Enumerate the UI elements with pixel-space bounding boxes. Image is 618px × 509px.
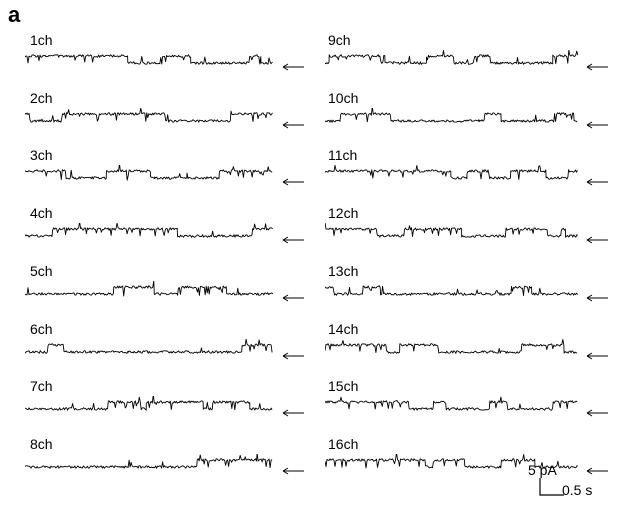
- current-trace: [25, 338, 273, 354]
- current-trace: [325, 338, 578, 354]
- left-arrow-icon: [282, 409, 304, 417]
- panel-letter: a: [8, 2, 21, 27]
- current-trace: [25, 223, 273, 238]
- left-arrow-icon: [282, 63, 304, 71]
- channel-label: 5ch: [30, 262, 53, 279]
- current-trace: [25, 280, 274, 297]
- left-arrow-icon: [586, 409, 608, 417]
- channel-label: 4ch: [30, 205, 53, 222]
- channel-label: 10ch: [328, 89, 359, 106]
- channel-label: 8ch: [30, 435, 53, 452]
- left-arrow-icon: [586, 294, 608, 302]
- channel-label: 9ch: [328, 32, 351, 48]
- left-arrow-icon: [282, 236, 304, 244]
- channel-label: 14ch: [328, 320, 359, 337]
- scale-bar-current-label: 5 pA: [528, 462, 557, 478]
- left-arrow-icon: [586, 352, 608, 359]
- channel-label: 3ch: [30, 147, 53, 164]
- channel-label: 7ch: [30, 378, 53, 395]
- current-trace: [25, 107, 273, 123]
- current-trace: [25, 396, 273, 411]
- current-trace: [325, 285, 578, 296]
- channel-label: 15ch: [328, 378, 359, 395]
- channel-label: 6ch: [30, 320, 53, 337]
- current-trace: [325, 165, 578, 181]
- current-trace: [25, 453, 273, 469]
- current-trace: [325, 223, 579, 238]
- current-trace: [25, 165, 273, 182]
- left-arrow-icon: [282, 467, 304, 475]
- left-arrow-icon: [586, 63, 608, 71]
- channel-label: 16ch: [328, 435, 359, 452]
- left-arrow-icon: [282, 352, 304, 359]
- current-trace: [325, 396, 578, 411]
- left-arrow-icon: [282, 294, 304, 302]
- channel-label: 13ch: [328, 262, 359, 279]
- current-trace: [325, 107, 578, 123]
- left-arrow-icon: [282, 121, 304, 129]
- current-trace: [25, 54, 273, 65]
- left-arrow-icon: [586, 467, 608, 475]
- channel-label: 1ch: [30, 32, 53, 48]
- channel-label: 12ch: [328, 205, 359, 222]
- left-arrow-icon: [282, 178, 304, 186]
- scale-bar-time-label: 0.5 s: [562, 482, 593, 498]
- channel-label: 11ch: [328, 147, 358, 164]
- scale-bar-icon: [539, 478, 564, 496]
- left-arrow-icon: [586, 121, 608, 129]
- current-trace: [325, 50, 579, 65]
- channel-label: 2ch: [30, 89, 53, 106]
- left-arrow-icon: [586, 236, 608, 244]
- current-trace: [325, 453, 579, 469]
- left-arrow-icon: [586, 178, 608, 186]
